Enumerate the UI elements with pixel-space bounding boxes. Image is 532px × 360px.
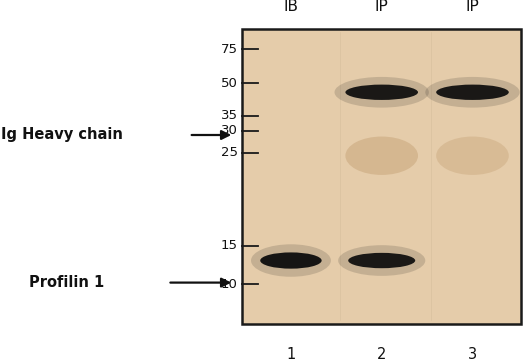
Text: IP: IP xyxy=(466,0,479,14)
Text: IP: IP xyxy=(375,0,388,14)
Ellipse shape xyxy=(345,85,418,100)
Ellipse shape xyxy=(335,77,429,108)
Ellipse shape xyxy=(436,85,509,100)
Text: IB: IB xyxy=(284,0,298,14)
Text: 1: 1 xyxy=(286,347,296,360)
Ellipse shape xyxy=(251,244,331,277)
Ellipse shape xyxy=(338,245,425,276)
Text: 35: 35 xyxy=(221,109,238,122)
Text: 15: 15 xyxy=(221,239,238,252)
Text: 3: 3 xyxy=(468,347,477,360)
Text: 10: 10 xyxy=(221,278,238,291)
Text: 2: 2 xyxy=(377,347,386,360)
Ellipse shape xyxy=(348,253,415,268)
Ellipse shape xyxy=(345,136,418,175)
Text: 30: 30 xyxy=(221,124,238,137)
Text: Profilin 1: Profilin 1 xyxy=(29,275,104,290)
Text: 50: 50 xyxy=(221,77,238,90)
Ellipse shape xyxy=(260,252,322,269)
Ellipse shape xyxy=(425,77,520,108)
Text: 25: 25 xyxy=(221,146,238,159)
Ellipse shape xyxy=(436,136,509,175)
Text: Ig Heavy chain: Ig Heavy chain xyxy=(1,127,123,143)
Bar xyxy=(242,29,521,324)
Text: 75: 75 xyxy=(221,43,238,56)
